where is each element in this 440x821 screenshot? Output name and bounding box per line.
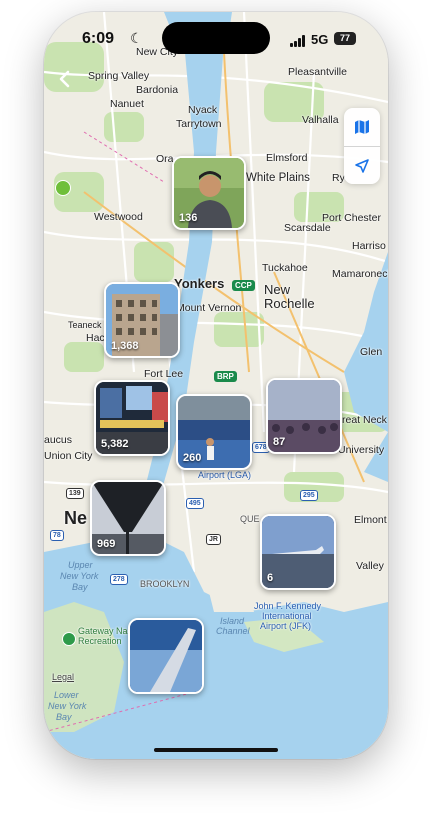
photo-thumbnail — [262, 516, 334, 588]
photo-cluster-concert[interactable]: 87 — [266, 378, 342, 454]
cluster-count: 87 — [273, 436, 286, 448]
highway-shield-brp: BRP — [214, 371, 237, 382]
map-label-westwood: Westwood — [94, 211, 143, 223]
cluster-count: 6 — [267, 572, 274, 584]
map-label-queens: QUE — [240, 514, 260, 524]
map-label-island-1: Island — [220, 616, 245, 626]
photo-thumbnail — [174, 158, 244, 228]
photo-thumbnail — [96, 382, 168, 454]
map-label-hackensack: Hac — [86, 332, 105, 344]
signal-strength-icon — [290, 35, 308, 47]
map-label-elmsford: Elmsford — [266, 152, 308, 164]
photo-cluster-airplane-on-tarmac[interactable]: 6 — [260, 514, 336, 590]
photo-cluster-building[interactable]: 1,368 — [104, 282, 180, 358]
status-time: 6:09 — [82, 30, 115, 47]
park-marker-icon[interactable] — [62, 632, 76, 646]
map-label-harrison: Harriso — [352, 240, 386, 252]
current-location-button[interactable] — [344, 147, 380, 185]
map-label-fort-lee: Fort Lee — [144, 368, 184, 380]
highway-shield-jr: JR — [206, 534, 221, 545]
highway-shield-139: 139 — [66, 488, 84, 499]
photo-thumbnail — [268, 380, 340, 452]
map-label-nanuet: Nanuet — [110, 98, 144, 110]
battery-icon: 77 — [334, 32, 356, 45]
photo-thumbnail — [106, 284, 178, 356]
cluster-count: 1,368 — [111, 340, 139, 352]
highway-shield-ccp: CCP — [232, 280, 255, 291]
highway-shield-78: 78 — [50, 530, 64, 541]
map-label-university: University — [338, 444, 385, 456]
map-mode-button[interactable] — [344, 108, 380, 146]
dynamic-island — [162, 22, 270, 54]
map-label-secaucus: aucus — [44, 434, 73, 446]
map-icon — [355, 120, 369, 134]
map-label-lower-bay-1: Lower — [54, 690, 79, 700]
moon-icon: ☾ — [130, 30, 143, 46]
map-label-orangeburg: Ora — [156, 153, 174, 165]
map-label-spring-valley: Spring Valley — [88, 70, 150, 82]
map-label-union-city: Union City — [44, 450, 93, 462]
map-label-jfk-2: International — [262, 611, 312, 621]
map-label-glen: Glen — [360, 346, 383, 358]
map-label-white-plains: White Plains — [246, 172, 310, 184]
map-label-new-rochelle-1: New — [264, 282, 291, 297]
map-label-airport-lga: Airport (LGA) — [198, 470, 252, 480]
map-label-valley: Valley — [356, 560, 384, 572]
map-label-jfk-3: Airport (JFK) — [260, 621, 312, 631]
map-label-yonkers: Yonkers — [174, 276, 225, 291]
photo-cluster-bridge-underside[interactable]: 969 — [90, 480, 166, 556]
map-label-newark: Ne — [64, 508, 88, 528]
home-indicator[interactable] — [154, 748, 278, 752]
map-label-upper-bay-1: Upper — [68, 560, 93, 570]
map-label-gateway-1: Gateway Na — [78, 626, 128, 636]
highway-shield-278: 278 — [110, 574, 128, 585]
map-label-mount-vernon: Mount Vernon — [176, 302, 242, 314]
map-label-new-rochelle-2: Rochelle — [264, 296, 315, 311]
map-label-pleasantville: Pleasantville — [288, 66, 347, 78]
map-label-nyack: Nyack — [188, 104, 218, 116]
highway-shield-495: 495 — [186, 498, 204, 509]
map-label-elmont: Elmont — [354, 514, 387, 526]
photo-thumbnail — [130, 620, 202, 692]
map-label-tarrytown: Tarrytown — [176, 118, 222, 130]
map-controls — [344, 108, 380, 184]
photo-cluster-tennis-stadium[interactable]: 260 — [176, 394, 252, 470]
cluster-count: 260 — [183, 452, 202, 464]
map-label-rye: Ry — [332, 172, 345, 184]
photo-thumbnail — [92, 482, 164, 554]
cluster-count: 5,382 — [101, 438, 129, 450]
map-label-scarsdale: Scarsdale — [284, 222, 331, 234]
control-divider — [344, 146, 380, 147]
location-arrow-icon — [355, 159, 369, 173]
map-label-lower-bay-3: Bay — [56, 712, 72, 722]
chevron-left-icon — [59, 70, 70, 88]
map-label-upper-bay-3: Bay — [72, 582, 88, 592]
network-type: 5G — [311, 32, 329, 47]
phone-screen: New City Pleasantville Spring Valley Bar… — [44, 12, 388, 759]
highway-shield-295: 295 — [300, 490, 318, 501]
photo-cluster-airplane-wing[interactable] — [128, 618, 204, 694]
status-bar: 6:09 ☾ 5G 77 — [44, 12, 388, 64]
map-label-island-2: Channel — [216, 626, 250, 636]
back-button[interactable] — [58, 68, 70, 94]
map-label-tuckahoe: Tuckahoe — [262, 262, 308, 274]
photo-cluster-portrait[interactable]: 136 — [172, 156, 246, 230]
park-marker-icon[interactable] — [55, 180, 71, 196]
map-label-mamaroneck: Mamaroneck — [332, 268, 388, 280]
map-label-brooklyn: BROOKLYN — [140, 579, 190, 589]
legal-link[interactable]: Legal — [52, 672, 75, 682]
map-label-lower-bay-2: New York — [48, 701, 87, 711]
photo-thumbnail — [178, 396, 250, 468]
map-label-port-chester: Port Chester — [322, 212, 381, 224]
map-label-teaneck: Teaneck — [68, 320, 102, 330]
photo-cluster-times-square[interactable]: 5,382 — [94, 380, 170, 456]
map-label-upper-bay-2: New York — [60, 571, 99, 581]
map-label-gateway-2: Recreation — [78, 636, 122, 646]
map-label-bardonia: Bardonia — [136, 84, 179, 96]
map-label-valhalla: Valhalla — [302, 114, 339, 126]
map-label-jfk-1: John F. Kennedy — [254, 601, 322, 611]
cluster-count: 969 — [97, 538, 116, 550]
cluster-count: 136 — [179, 212, 198, 224]
map-label-great-neck: reat Neck — [342, 414, 387, 426]
